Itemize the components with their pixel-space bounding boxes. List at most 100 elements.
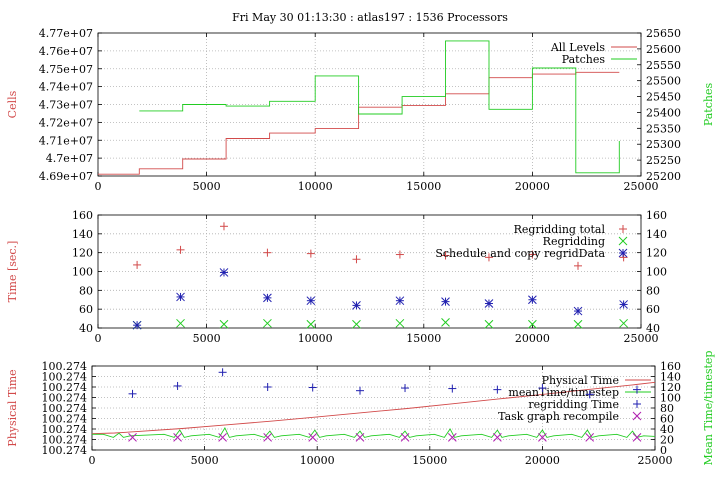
panel2-series-schedule-and-copy-regriddata-point-d2 (306, 296, 316, 306)
panel2-series-schedule-and-copy-regriddata-point-d2 (573, 306, 583, 316)
panel3-series-regridding-time-point (263, 383, 272, 391)
panel3-y2tick-label: 140 (660, 371, 681, 384)
panel1-legend-label: Patches (562, 53, 606, 66)
panel3-series-task-graph-recompile-point-d2 (632, 433, 642, 442)
panel2-ytick-label: 140 (72, 228, 93, 241)
panel3-xtick-label: 25000 (638, 454, 673, 467)
panel1-xtick-label: 10000 (298, 180, 333, 193)
panel2-y2tick-label: 60 (646, 303, 660, 316)
panel3-series-task-graph-recompile-point-d2 (173, 433, 182, 442)
panel2-series-schedule-and-copy-regriddata-point (441, 297, 450, 306)
panel1-ytick-label: 4.73e+07 (39, 99, 93, 112)
panel1-y2tick-label: 25250 (646, 154, 681, 167)
panel2-series-regridding-total-point (306, 249, 315, 258)
panel3-series-task-graph-recompile-point (173, 433, 182, 442)
panel1-xtick-label: 5000 (193, 180, 221, 193)
panel3-series-task-graph-recompile-point (447, 433, 457, 442)
figure-title: Fri May 30 01:13:30 : atlas197 : 1536 Pr… (232, 11, 508, 24)
panel2-ytick-label: 40 (79, 322, 93, 335)
panel2-series-schedule-and-copy-regriddata-point (132, 320, 142, 330)
panel2-series-regridding-total-point (395, 250, 404, 259)
panel2-series-regridding-total-point (619, 253, 628, 262)
panel3-y2tick-label: 160 (660, 360, 681, 373)
panel3-ytick-label: 100.274 (42, 434, 88, 447)
panel2-series-regridding-point-d2 (484, 319, 494, 329)
panel3-series-regridding-time-point (308, 383, 317, 392)
panel3-y2tick-label: 60 (660, 413, 674, 426)
panel2-series-regridding-point-d2 (395, 318, 405, 328)
panel2-series-regridding-point-d2 (619, 318, 628, 328)
panel2-series-regridding-point-d2 (219, 319, 229, 329)
panel3-series-task-graph-recompile-point (263, 433, 273, 442)
panel2-series-schedule-and-copy-regriddata-point (352, 301, 361, 310)
panel3-series-meantime-timestep-line (92, 426, 656, 438)
panel2-series-schedule-and-copy-regriddata-point (176, 292, 185, 302)
panel3-series-task-graph-recompile-point (128, 433, 137, 442)
panel1-ytick-label: 4.72e+07 (39, 116, 93, 129)
panel3-series-regridding-time-point (493, 385, 502, 394)
panel3-series-task-graph-recompile-point-d2 (538, 433, 547, 442)
panel3-series-task-graph-recompile-point (493, 433, 502, 442)
panel2-ytick-label: 100 (72, 266, 93, 279)
panel3-series-regridding-time-point (128, 389, 137, 398)
panel2-series-regridding-total-point (484, 253, 493, 262)
panel3-series-task-graph-recompile-point-d2 (447, 433, 457, 442)
panel3-xtick-label: 20000 (525, 454, 560, 467)
panel2-series-schedule-and-copy-regriddata-point (395, 296, 405, 306)
panel2-legend-label: Regridding (543, 235, 605, 248)
panel3-y2tick-label: 40 (660, 423, 674, 436)
panel2-series-schedule-and-copy-regriddata-point-d2 (263, 293, 272, 303)
panel2-xtick-label: 25000 (624, 332, 659, 345)
panel1-xtick-label: 15000 (406, 180, 441, 193)
panel2-series-regridding-point-d2 (263, 318, 272, 328)
panel2-y2tick-label: 160 (646, 209, 667, 222)
panel3-ylabel: Physical Time (6, 369, 19, 446)
panel2-series-schedule-and-copy-regriddata-point-d2 (484, 299, 494, 308)
panel1-y2label: Patches (702, 83, 715, 127)
panel3-y2tick-label: 80 (660, 402, 674, 415)
panel3-ytick-label: 100.274 (42, 371, 88, 384)
panel3-xtick-label: 10000 (300, 454, 335, 467)
panel3-series-task-graph-recompile-point-d2 (355, 433, 365, 442)
panel2-series-schedule-and-copy-regriddata-point (619, 300, 628, 309)
panel2-series-schedule-and-copy-regriddata-point (306, 296, 316, 306)
panel1-series-patches-line (139, 40, 620, 174)
panel3-legend-marker (632, 411, 642, 421)
panel3-ytick-label: 100.274 (42, 413, 88, 426)
panel1-y2tick-label: 25600 (646, 43, 681, 56)
panel2-series-schedule-and-copy-regriddata-point (484, 299, 494, 308)
panel3-series-task-graph-recompile-point-d2 (493, 433, 502, 442)
panel3-series-task-graph-recompile-point-d2 (218, 433, 227, 442)
panel2-series-regridding-point (573, 319, 583, 329)
panel3-series-task-graph-recompile-point (585, 433, 595, 442)
panel3-series-regridding-time-point (538, 384, 547, 393)
panel3-series-task-graph-recompile-point-d2 (263, 433, 273, 442)
panel3-series-task-graph-recompile-point (308, 433, 318, 442)
panel3-ytick-label: 100.274 (42, 392, 88, 405)
panel3-series-task-graph-recompile-point (355, 433, 365, 442)
panel3-series-task-graph-recompile-point (218, 433, 227, 442)
panel1-y2tick-label: 25200 (646, 170, 681, 183)
panel3-series-task-graph-recompile-point (538, 433, 547, 442)
panel3-series-regridding-time-point (632, 385, 641, 394)
panel2-ytick-label: 120 (72, 247, 93, 260)
panel3-ytick-label: 100.274 (42, 360, 88, 373)
panel2-legend-marker (619, 225, 627, 233)
panel3-y2tick-label: 0 (660, 444, 667, 457)
panel1-ytick-label: 4.69e+07 (39, 170, 93, 183)
panel2-y2tick-label: 140 (646, 228, 667, 241)
panel2-series-regridding-point (528, 319, 537, 329)
panel2-series-regridding-point-d2 (176, 318, 185, 328)
panel1-ytick-label: 4.71e+07 (39, 134, 93, 147)
panel2-series-schedule-and-copy-regriddata-point-d2 (132, 320, 142, 330)
panel2-legend-label: Regridding total (514, 223, 606, 236)
panel1-y2tick-label: 25500 (646, 75, 681, 88)
panel2-series-schedule-and-copy-regriddata-point-d2 (219, 268, 229, 277)
panel2-xtick-label: 10000 (298, 332, 333, 345)
panel2-series-regridding-point (176, 318, 185, 328)
panel2-series-regridding-point-d2 (352, 319, 361, 329)
panel2-series-regridding-point (263, 318, 272, 328)
panel2-xtick-label: 20000 (515, 332, 550, 345)
panel3-series-regridding-time-point (355, 386, 364, 395)
panel3-xtick-label: 15000 (412, 454, 447, 467)
